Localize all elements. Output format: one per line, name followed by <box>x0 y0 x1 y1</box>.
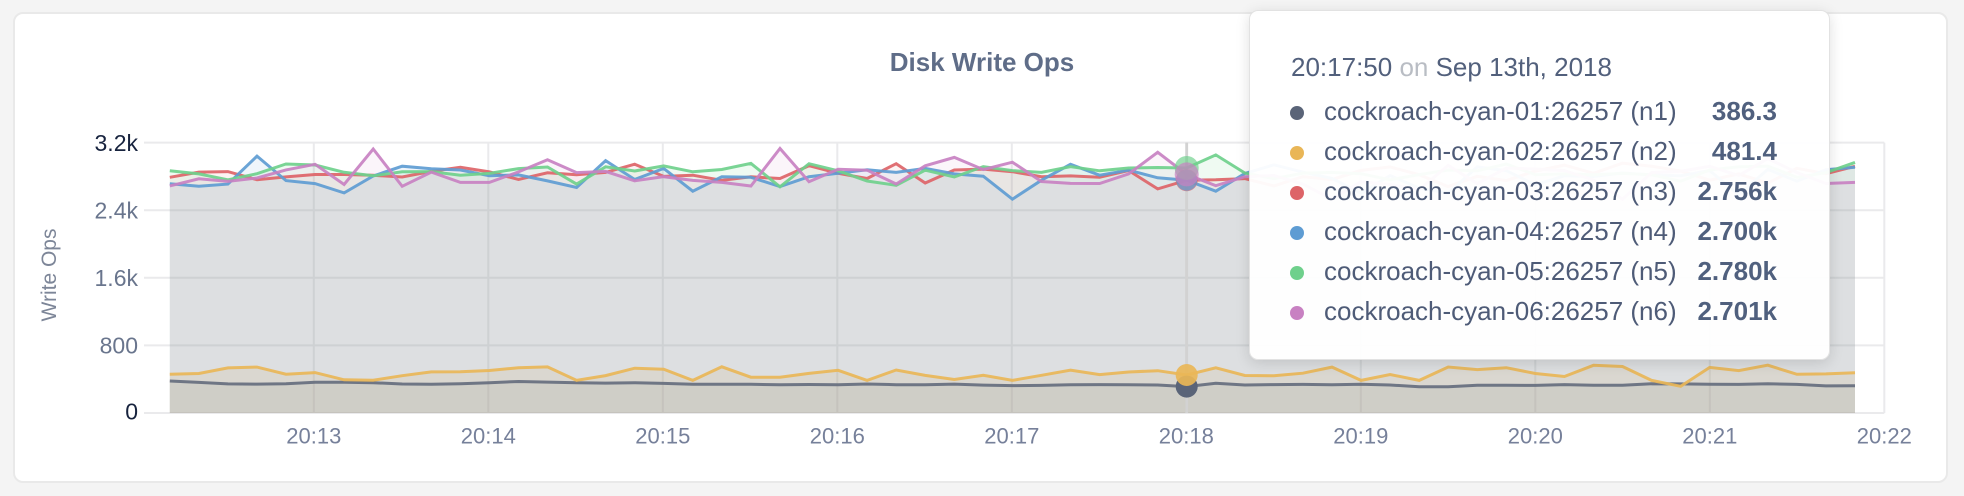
svg-text:20:21: 20:21 <box>1682 424 1737 449</box>
svg-text:800: 800 <box>100 333 138 359</box>
svg-text:20:18: 20:18 <box>1159 424 1214 449</box>
svg-text:2.4k: 2.4k <box>95 198 139 224</box>
svg-text:3.2k: 3.2k <box>95 130 139 156</box>
svg-text:1.6k: 1.6k <box>95 265 139 291</box>
svg-text:20:20: 20:20 <box>1508 424 1563 449</box>
svg-text:20:17: 20:17 <box>984 424 1039 449</box>
svg-text:0: 0 <box>125 398 138 424</box>
svg-text:20:14: 20:14 <box>461 424 516 449</box>
svg-text:20:22: 20:22 <box>1857 424 1912 449</box>
svg-text:20:19: 20:19 <box>1333 424 1388 449</box>
svg-text:20:15: 20:15 <box>635 424 690 449</box>
svg-text:Write Ops: Write Ops <box>38 229 61 322</box>
svg-text:20:16: 20:16 <box>810 424 865 449</box>
svg-text:20:13: 20:13 <box>286 424 341 449</box>
